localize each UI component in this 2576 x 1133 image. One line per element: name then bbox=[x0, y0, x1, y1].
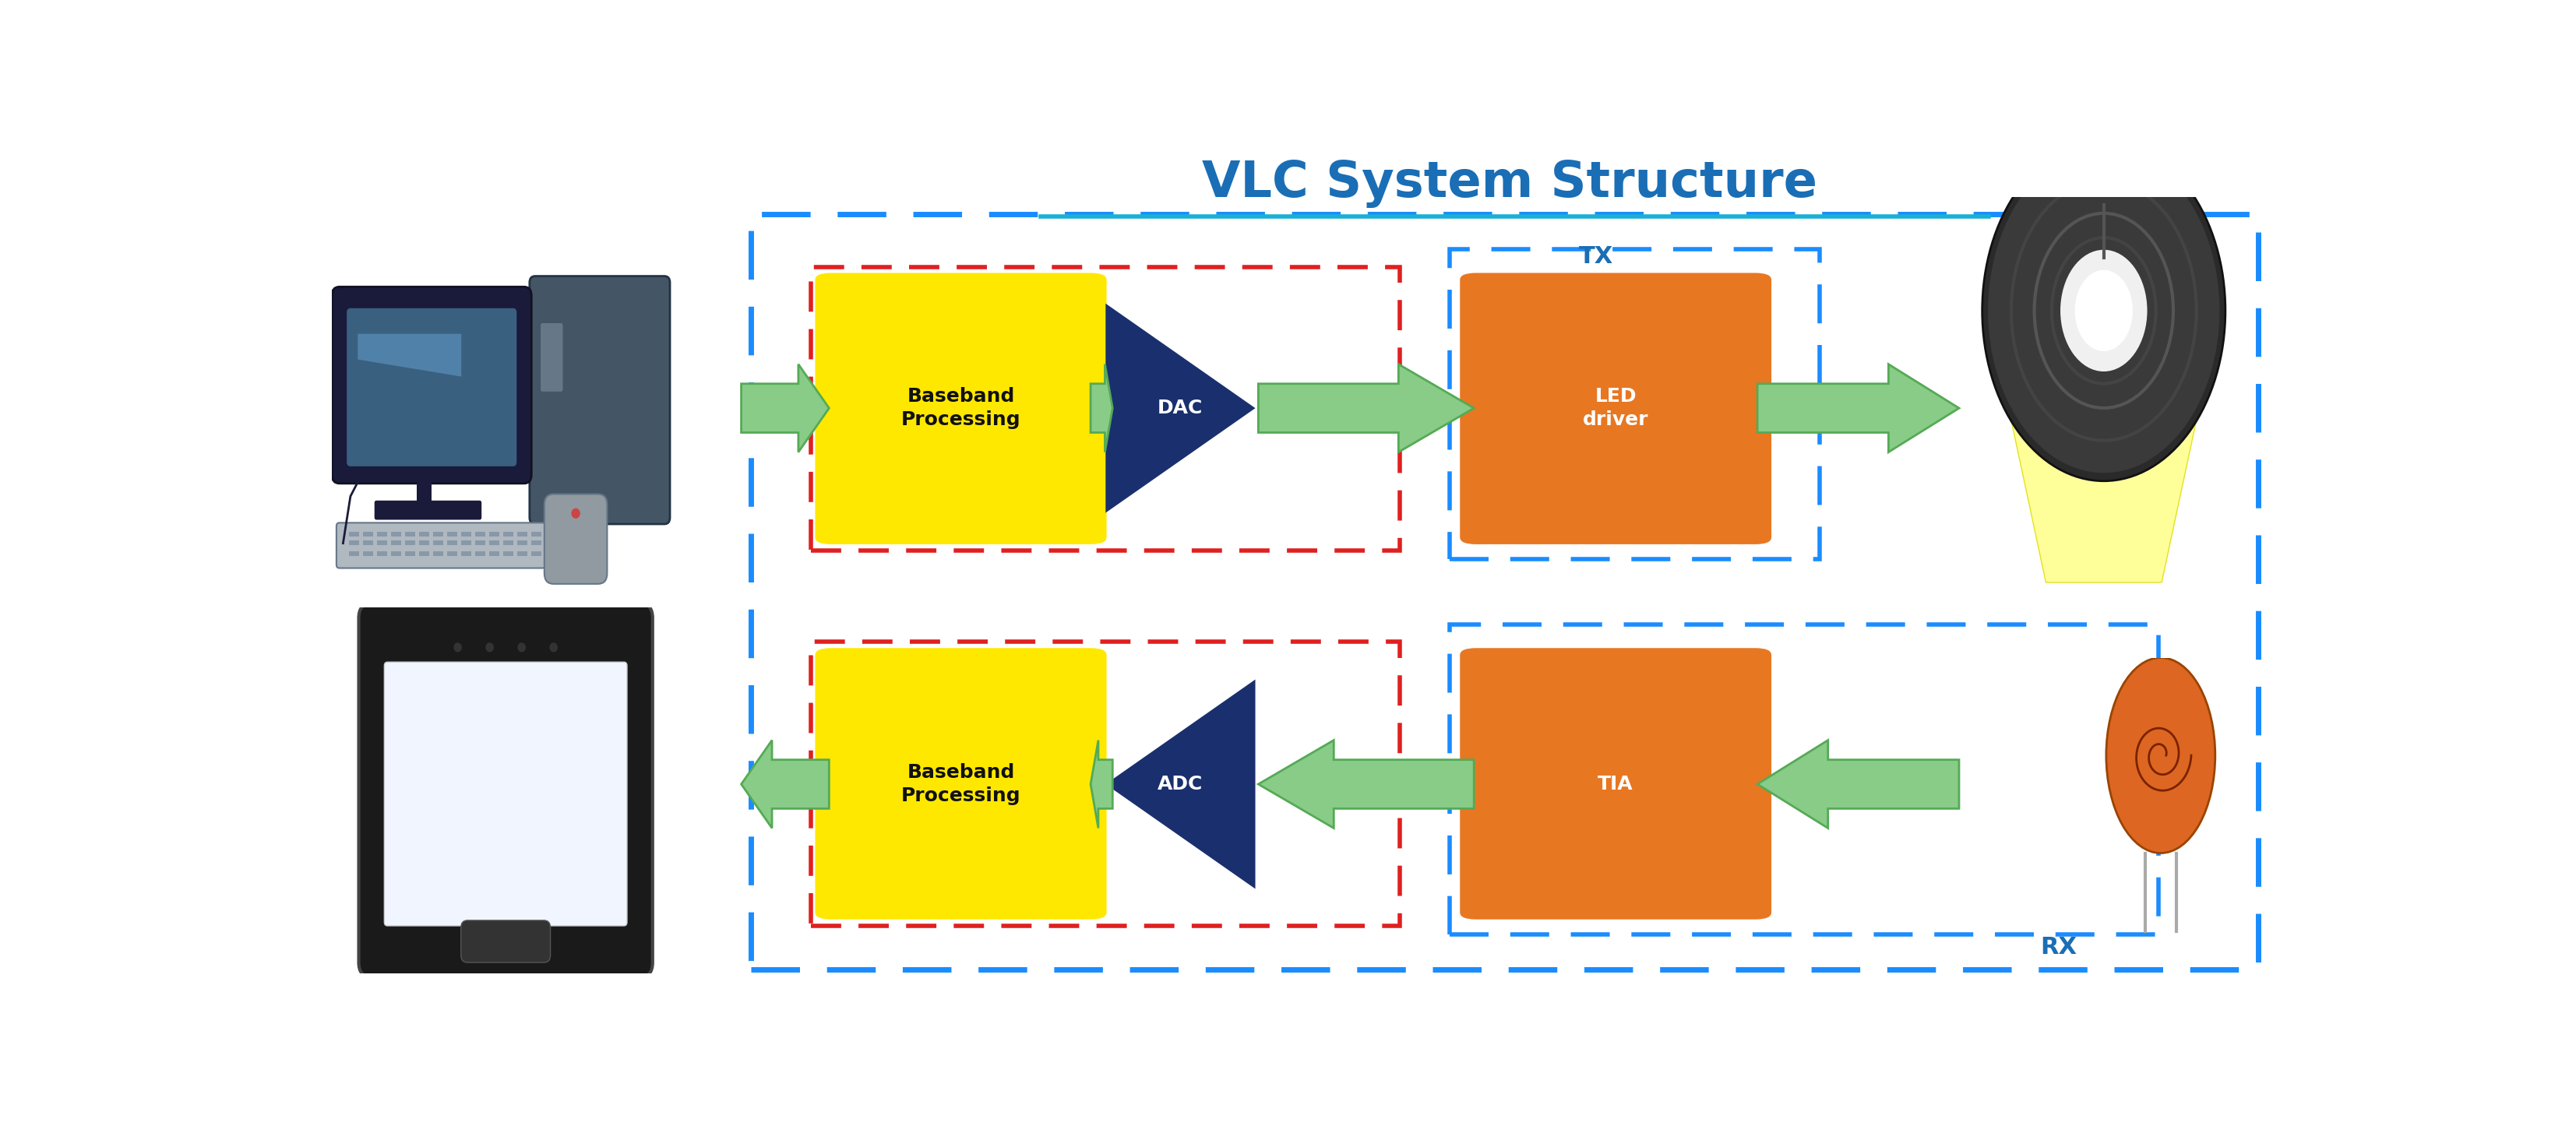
Polygon shape bbox=[1090, 740, 1113, 828]
Polygon shape bbox=[1105, 304, 1255, 513]
Text: DAC: DAC bbox=[1157, 399, 1203, 417]
Text: Baseband
Processing: Baseband Processing bbox=[902, 763, 1020, 806]
Polygon shape bbox=[1757, 364, 1960, 452]
Text: LED
driver: LED driver bbox=[1582, 386, 1649, 429]
Polygon shape bbox=[1257, 364, 1473, 452]
Polygon shape bbox=[1257, 740, 1473, 828]
Polygon shape bbox=[1090, 364, 1113, 452]
Text: Baseband
Processing: Baseband Processing bbox=[902, 386, 1020, 429]
Polygon shape bbox=[1105, 680, 1255, 889]
Polygon shape bbox=[742, 364, 829, 452]
Text: TX: TX bbox=[1579, 245, 1613, 267]
FancyBboxPatch shape bbox=[1461, 648, 1772, 919]
FancyBboxPatch shape bbox=[1461, 273, 1772, 544]
Polygon shape bbox=[742, 740, 829, 828]
Text: VLC System Structure: VLC System Structure bbox=[1203, 160, 1819, 208]
Polygon shape bbox=[1757, 740, 1960, 828]
FancyBboxPatch shape bbox=[814, 273, 1108, 544]
Text: RX: RX bbox=[2040, 936, 2076, 959]
Text: TIA: TIA bbox=[1597, 775, 1633, 793]
Text: ADC: ADC bbox=[1157, 775, 1203, 793]
FancyBboxPatch shape bbox=[814, 648, 1108, 919]
